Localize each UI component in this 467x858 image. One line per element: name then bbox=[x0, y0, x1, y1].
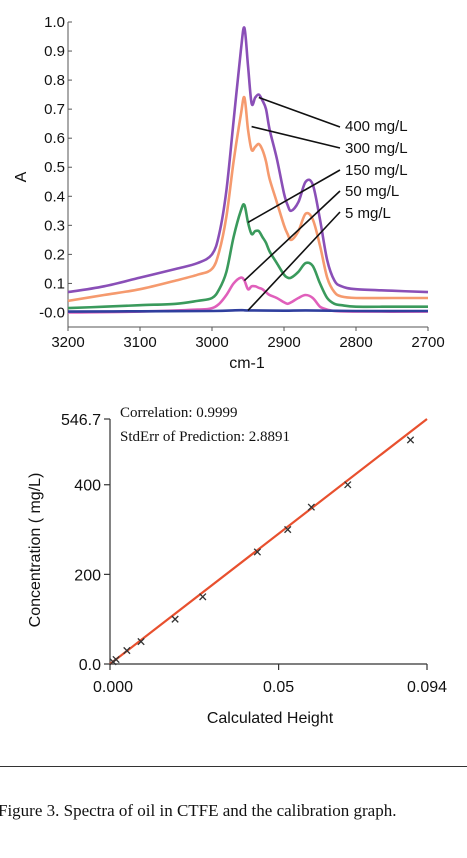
spectra-x-tick-label: 2800 bbox=[339, 334, 372, 351]
series-label: 300 mg/L bbox=[345, 140, 408, 157]
calibration-point bbox=[199, 593, 207, 601]
calibration-x-axis-label: Calculated Height bbox=[207, 710, 334, 727]
spectrum-line-150mgl bbox=[67, 203, 428, 310]
calibration-y-axis-label: Concentration ( mg/L) bbox=[27, 473, 44, 628]
series-label-leader bbox=[251, 125, 341, 149]
spectra-y-tick-label: 0.2 bbox=[44, 246, 65, 263]
series-label-leader bbox=[247, 211, 341, 311]
figure-caption: Figure 3. Spectra of oil in CTFE and the… bbox=[0, 801, 397, 820]
spectrum-line-50mgl bbox=[67, 276, 429, 314]
calibration-point bbox=[406, 436, 415, 444]
caption-divider bbox=[0, 766, 467, 767]
calibration-fit-line bbox=[109, 418, 428, 665]
spectra-x-tick-label: 3100 bbox=[123, 334, 156, 351]
series-label-leader bbox=[247, 169, 341, 224]
calibration-x-tick-label: 0.000 bbox=[93, 679, 133, 696]
spectra-y-tick-label: 0.4 bbox=[44, 188, 65, 205]
calibration-points bbox=[109, 436, 415, 666]
calibration-point bbox=[137, 637, 145, 646]
spectra-y-tick-label: 0.1 bbox=[44, 275, 65, 292]
series-label: 50 mg/L bbox=[345, 183, 399, 200]
calibration-point bbox=[123, 646, 131, 655]
correlation-annotation: Correlation: 0.9999 bbox=[120, 405, 237, 421]
spectrum-line-300mgl bbox=[67, 95, 428, 303]
calibration-point bbox=[344, 481, 352, 489]
spectra-y-tick-label: 0.6 bbox=[44, 130, 65, 147]
spectra-y-tick-label: -0.0 bbox=[39, 304, 65, 321]
calibration-axes: 546.7 400 200 0.0 0.000 0.05 0.094 bbox=[61, 412, 447, 696]
calibration-point bbox=[284, 525, 292, 534]
series-label: 5 mg/L bbox=[345, 205, 391, 222]
series-label: 150 mg/L bbox=[345, 162, 408, 179]
spectrum-line-400mgl bbox=[67, 26, 429, 294]
series-label: 400 mg/L bbox=[345, 118, 408, 135]
calibration-y-tick-label: 400 bbox=[74, 478, 101, 495]
spectra-x-tick-label: 3000 bbox=[195, 334, 228, 351]
spectra-chart: 1.0 0.9 0.8 0.7 0.6 0.5 0.4 0.3 0.2 0.1 -0.0 3200 31… bbox=[13, 14, 445, 372]
calibration-y-tick-label: 0.0 bbox=[79, 657, 101, 674]
spectra-y-tick-label: 0.5 bbox=[44, 159, 65, 176]
spectra-series-labels: 400 mg/L 300 mg/L 150 mg/L 50 mg/L 5 mg/L bbox=[345, 118, 408, 222]
regression-line bbox=[109, 418, 428, 665]
spectra-x-tick-label: 2900 bbox=[267, 334, 300, 351]
spectra-y-tick-label: 0.8 bbox=[44, 72, 65, 89]
stderr-annotation: StdErr of Prediction: 2.8891 bbox=[120, 429, 290, 445]
calibration-point bbox=[112, 655, 120, 664]
calibration-chart: 546.7 400 200 0.0 0.000 0.05 0.094 Correlation… bbox=[27, 405, 447, 727]
spectra-x-tick-label: 3200 bbox=[51, 334, 84, 351]
spectra-x-axis-label: cm-1 bbox=[229, 355, 265, 372]
calibration-x-tick-label: 0.05 bbox=[263, 679, 294, 696]
spectra-x-tick-label: 2700 bbox=[411, 334, 444, 351]
spectra-y-tick-label: 1.0 bbox=[44, 14, 65, 31]
calibration-y-tick-label: 200 bbox=[74, 567, 101, 584]
calibration-point bbox=[171, 615, 179, 623]
calibration-y-tick-label: 546.7 bbox=[61, 412, 101, 429]
spectra-y-tick-label: 0.7 bbox=[44, 101, 65, 118]
spectra-y-axis-label: A bbox=[13, 171, 30, 182]
series-label-leader bbox=[258, 96, 341, 128]
spectra-label-leaders bbox=[243, 96, 341, 311]
spectra-y-tick-label: 0.3 bbox=[44, 217, 65, 234]
calibration-x-tick-label: 0.094 bbox=[407, 679, 447, 696]
spectra-axes: 1.0 0.9 0.8 0.7 0.6 0.5 0.4 0.3 0.2 0.1 -0.0 3200 31… bbox=[39, 14, 445, 351]
calibration-point bbox=[253, 548, 262, 556]
series-label-leader bbox=[243, 190, 341, 282]
spectra-y-tick-label: 0.9 bbox=[44, 43, 65, 60]
calibration-point bbox=[307, 503, 315, 511]
